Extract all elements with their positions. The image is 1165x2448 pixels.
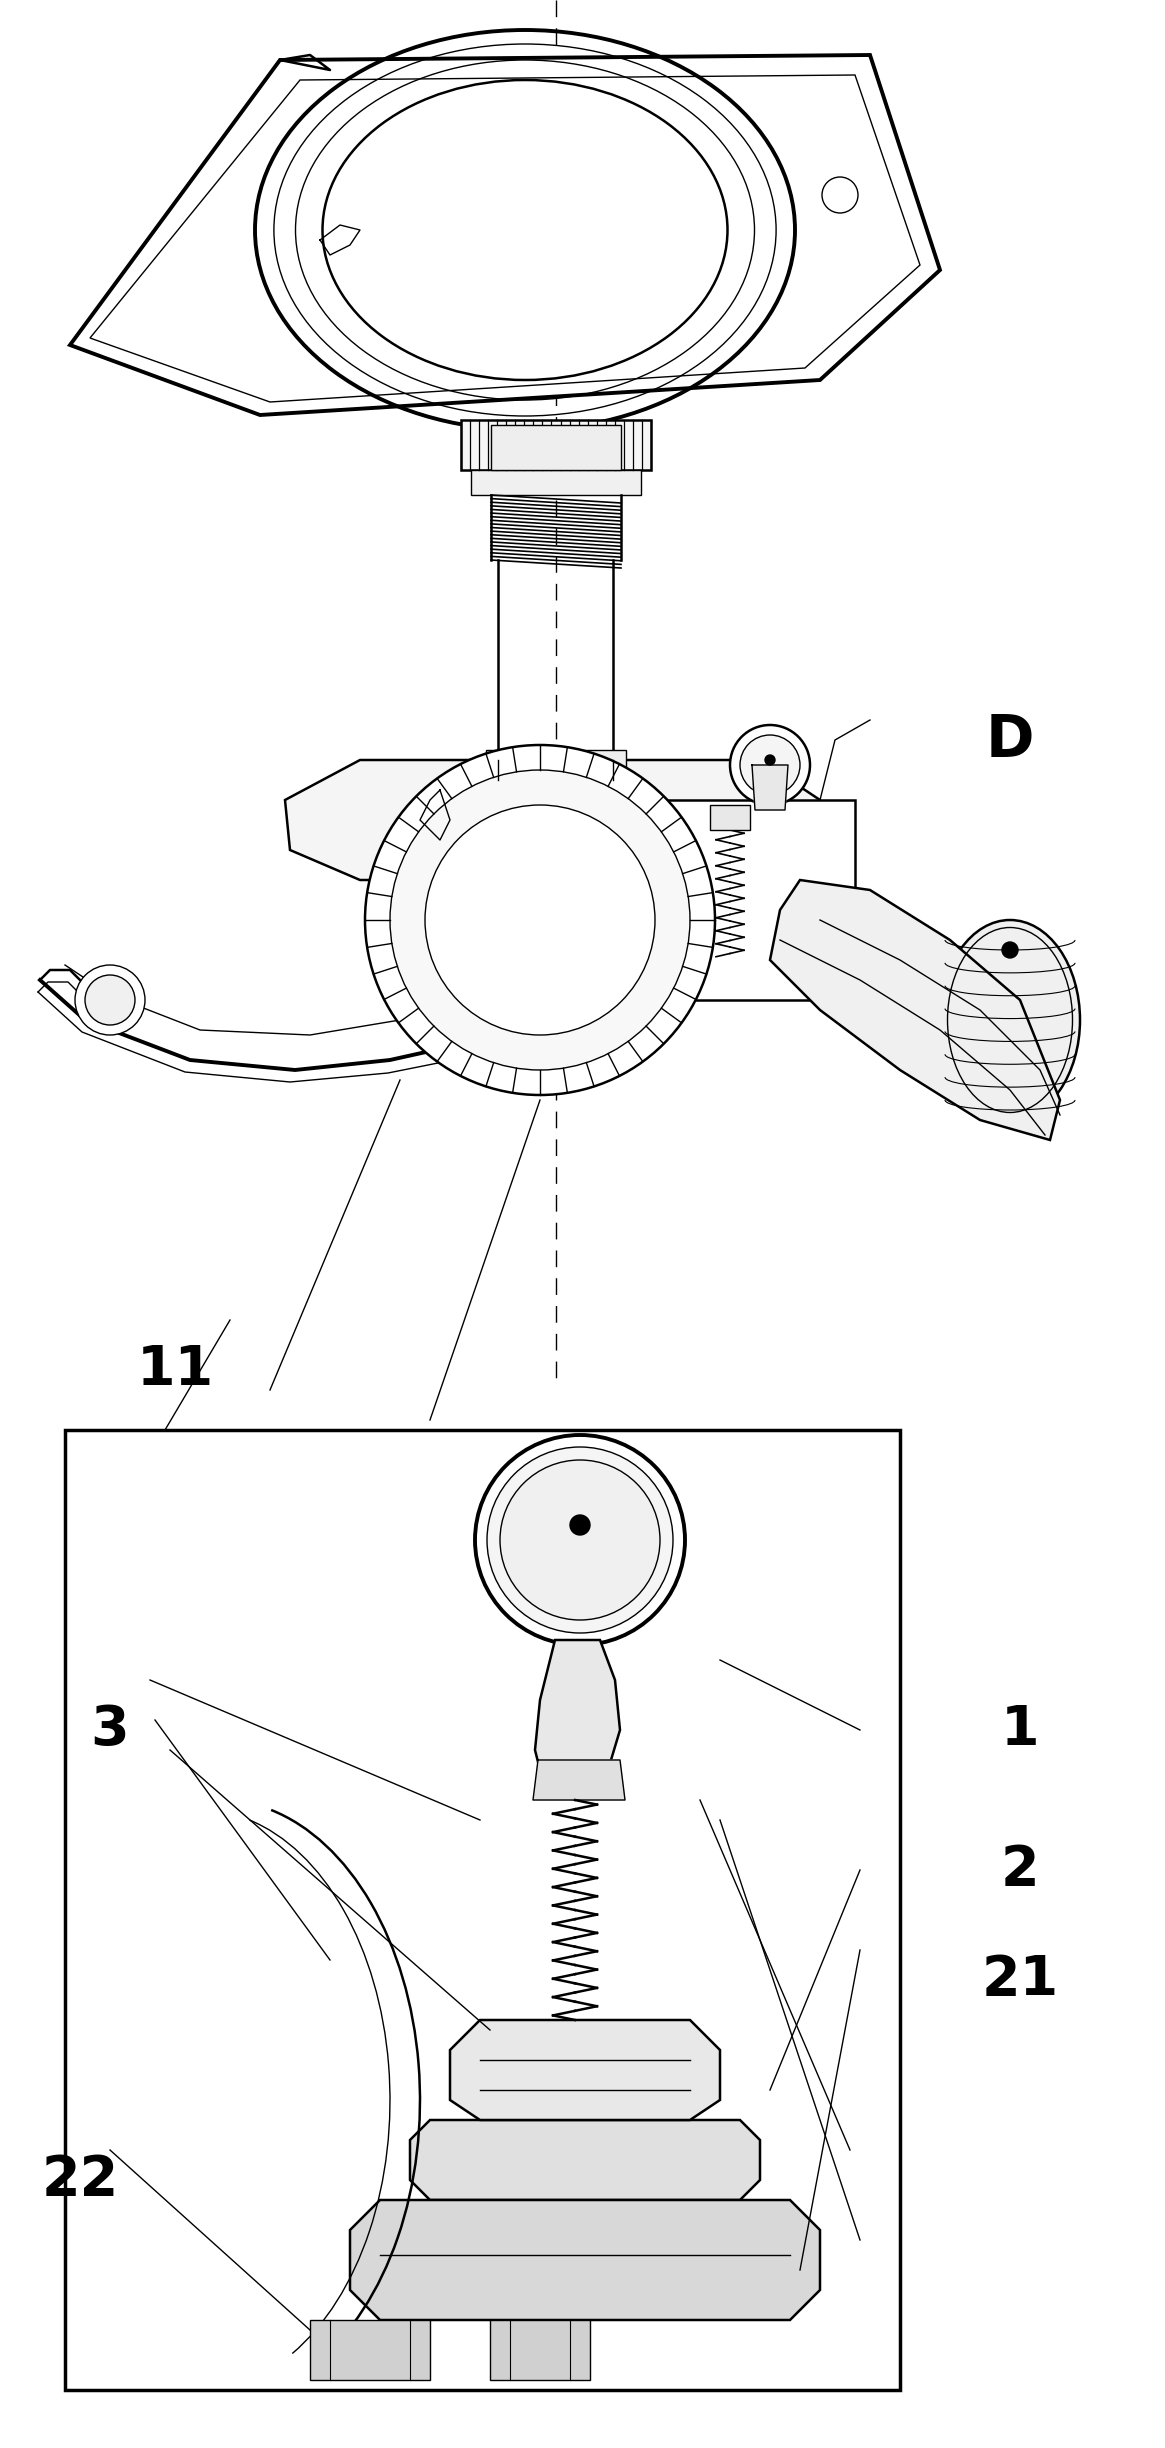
Circle shape (1002, 942, 1018, 957)
Polygon shape (450, 2020, 720, 2120)
Circle shape (570, 1515, 589, 1535)
Bar (471, 470, 641, 494)
Text: 22: 22 (42, 2152, 119, 2208)
Circle shape (75, 965, 144, 1036)
Circle shape (487, 1447, 673, 1633)
Polygon shape (350, 2201, 820, 2321)
Polygon shape (410, 2120, 760, 2201)
Bar (486, 749, 626, 781)
Polygon shape (535, 1640, 620, 1799)
Circle shape (500, 1459, 661, 1621)
Polygon shape (70, 54, 940, 416)
Circle shape (740, 734, 800, 796)
Circle shape (365, 744, 715, 1094)
Text: D: D (986, 712, 1035, 769)
Ellipse shape (940, 920, 1080, 1121)
Circle shape (390, 771, 690, 1070)
Polygon shape (285, 759, 829, 879)
Polygon shape (534, 1760, 624, 1799)
Circle shape (765, 754, 775, 766)
Bar (709, 805, 750, 830)
Polygon shape (751, 766, 788, 810)
Circle shape (475, 1435, 685, 1645)
Circle shape (85, 974, 135, 1026)
Circle shape (425, 805, 655, 1036)
Text: 1: 1 (1001, 1704, 1039, 1758)
Text: 11: 11 (136, 1344, 213, 1398)
Bar (490, 2321, 589, 2379)
Bar (461, 421, 651, 470)
Bar (640, 800, 855, 999)
Bar (490, 426, 621, 470)
Text: 2: 2 (1001, 1843, 1039, 1897)
Polygon shape (770, 879, 1060, 1141)
Bar (310, 2321, 430, 2379)
Bar (65, 1430, 901, 2389)
Circle shape (730, 725, 810, 805)
Circle shape (822, 176, 857, 213)
Text: 3: 3 (91, 1704, 129, 1758)
Text: 21: 21 (981, 1954, 1059, 2007)
